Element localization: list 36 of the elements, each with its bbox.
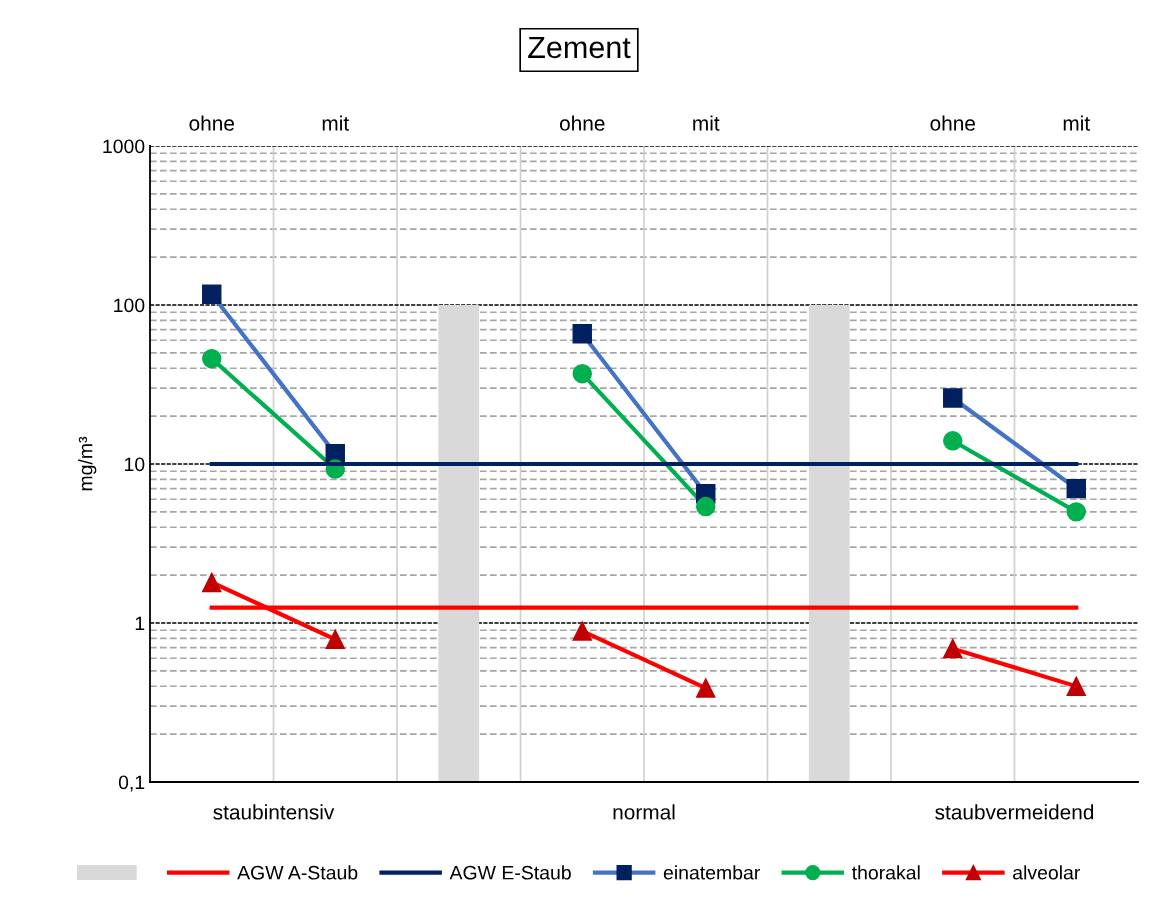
point [943,431,963,451]
point [1066,478,1086,499]
x-tick-label: ohne [930,115,975,131]
x-tick-label: mit [693,115,720,131]
legend-label: AGW E-Staub [449,865,571,880]
point [202,284,222,304]
point [696,496,716,517]
x-tick-label: mit [1063,115,1090,131]
point [202,348,222,369]
x-tick-label: ohne [189,115,234,131]
text: normal [613,804,675,820]
legend-label: thorakal [851,865,920,880]
point [572,363,592,384]
y-tick-label: 10 [125,457,145,472]
x-tick-label: ohne [559,115,605,131]
x-tick-label: mit [322,115,349,131]
chart-title: Zement [528,36,631,59]
y-tick-label: 100 [114,298,145,313]
point [325,629,345,650]
point [1066,502,1086,522]
legend-label: AGW A-Staub [237,865,358,880]
point [696,678,716,698]
point [1066,676,1086,696]
y-tick-label: 1 [135,616,145,631]
text: staubintensiv [213,804,335,820]
point [572,621,592,641]
y-tick-label: 1000 [103,139,145,154]
point [202,572,222,593]
legend-label: einatembar [663,865,760,880]
point [572,323,592,344]
legend-label: alveolar [1013,865,1081,880]
point [943,388,963,408]
y-tick-label: 0,1 [118,775,145,792]
point [943,638,963,659]
y-axis-title: mg/m³ [78,436,97,491]
text: staubvermeidend [935,804,1094,820]
